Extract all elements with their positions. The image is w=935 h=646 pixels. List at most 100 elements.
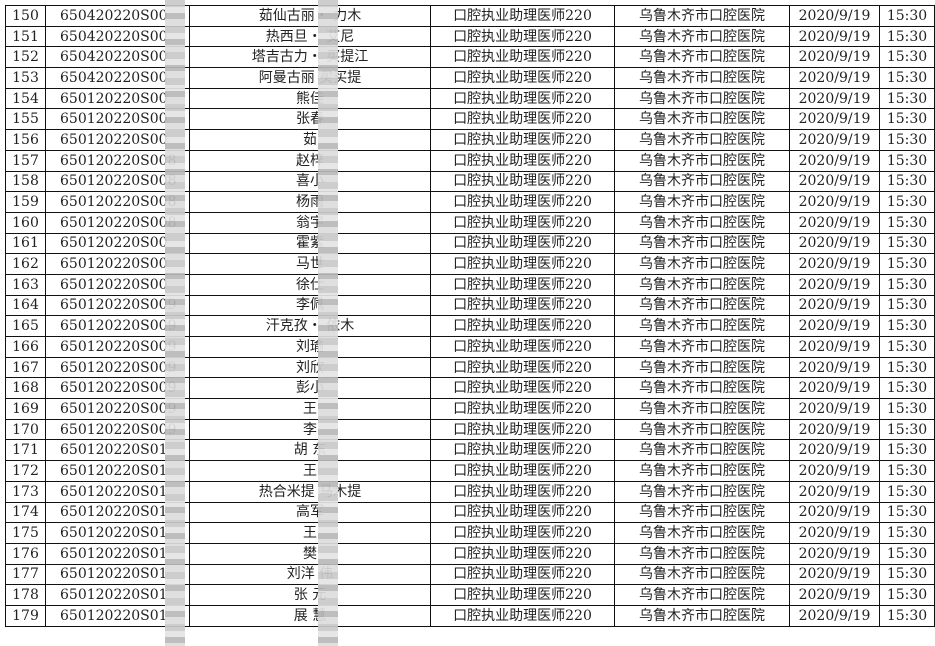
table-row: 174 650120220S01 高军 口腔执业助理医师220 乌鲁木齐市口腔医院 202… <box>5 501 935 524</box>
table-row: 165 650120220S009 汗克孜・ 依木 口腔执业助理医师220 乌鲁木齐市口… <box>5 315 935 337</box>
exam-time: 15:30 <box>879 232 935 255</box>
exam-location: 乌鲁木齐市口腔医院 <box>614 253 790 275</box>
exam-date: 2020/9/19 <box>789 191 880 213</box>
candidate-name: 展 慧 <box>189 604 431 627</box>
row-number: 171 <box>5 439 46 462</box>
row-number: 178 <box>5 584 46 606</box>
exam-type: 口腔执业助理医师220 <box>430 460 615 482</box>
exam-type: 口腔执业助理医师220 <box>430 46 615 69</box>
candidate-id: 650120220S009 <box>45 294 190 317</box>
exam-location: 乌鲁木齐市口腔医院 <box>614 563 790 586</box>
row-number: 177 <box>5 563 46 586</box>
exam-time: 15:30 <box>879 398 935 420</box>
candidate-id: 650420220S00 <box>45 5 190 27</box>
candidate-id: 650120220S00 <box>45 87 190 110</box>
row-number: 169 <box>5 398 46 420</box>
candidate-id: 650120220S00 <box>45 273 190 296</box>
row-number: 158 <box>5 170 46 193</box>
exam-date: 2020/9/19 <box>789 87 880 110</box>
candidate-id: 650120220S009 <box>45 356 190 379</box>
exam-date: 2020/9/19 <box>789 253 880 275</box>
candidate-id: 650120220S009 <box>45 377 190 400</box>
candidate-name: 王 <box>189 398 431 420</box>
row-number: 159 <box>5 191 46 213</box>
exam-type: 口腔执业助理医师220 <box>430 253 615 275</box>
exam-location: 乌鲁木齐市口腔医院 <box>614 480 790 503</box>
candidate-name: 赵梓 <box>189 149 431 172</box>
exam-time: 15:30 <box>879 542 935 565</box>
exam-type: 口腔执业助理医师220 <box>430 563 615 586</box>
candidate-name: 彭小 <box>189 377 431 400</box>
exam-type: 口腔执业助理医师220 <box>430 294 615 317</box>
exam-date: 2020/9/19 <box>789 398 880 420</box>
exam-location: 乌鲁木齐市口腔医院 <box>614 398 790 420</box>
exam-location: 乌鲁木齐市口腔医院 <box>614 25 790 48</box>
row-number: 175 <box>5 522 46 544</box>
exam-type: 口腔执业助理医师220 <box>430 584 615 606</box>
exam-location: 乌鲁木齐市口腔医院 <box>614 439 790 462</box>
table-row: 153 650420220S00 阿曼古丽 买买提 口腔执业助理医师220 乌鲁木齐市口… <box>5 67 935 89</box>
exam-time: 15:30 <box>879 439 935 462</box>
exam-location: 乌鲁木齐市口腔医院 <box>614 377 790 400</box>
exam-time: 15:30 <box>879 604 935 627</box>
exam-location: 乌鲁木齐市口腔医院 <box>614 336 790 358</box>
candidate-id: 650120220S008 <box>45 191 190 213</box>
row-number: 165 <box>5 315 46 337</box>
exam-time: 15:30 <box>879 87 935 110</box>
table-row: 178 650120220S01 张 元口腔执业助理医师220 乌鲁木齐市口腔医院 20… <box>5 584 935 606</box>
exam-date: 2020/9/19 <box>789 522 880 544</box>
exam-location: 乌鲁木齐市口腔医院 <box>614 294 790 317</box>
table-row: 171 650120220S01 胡 东口腔执业助理医师220 乌鲁木齐市口腔医院 20… <box>5 439 935 462</box>
row-number: 154 <box>5 87 46 110</box>
exam-type: 口腔执业助理医师220 <box>430 542 615 565</box>
table-row: 168 650120220S009 彭小 口腔执业助理医师220 乌鲁木齐市口腔医院 20… <box>5 377 935 400</box>
candidate-id: 650120220S009 <box>45 315 190 337</box>
exam-type: 口腔执业助理医师220 <box>430 398 615 420</box>
row-number: 160 <box>5 211 46 234</box>
candidate-name: 塔吉古力・ 买提江 <box>189 46 431 69</box>
exam-type: 口腔执业助理医师220 <box>430 377 615 400</box>
exam-type: 口腔执业助理医师220 <box>430 87 615 110</box>
exam-location: 乌鲁木齐市口腔医院 <box>614 584 790 606</box>
exam-time: 15:30 <box>879 170 935 193</box>
table-row: 179 650120220S01 展 慧口腔执业助理医师220 乌鲁木齐市口腔医院 20… <box>5 604 935 627</box>
exam-location: 乌鲁木齐市口腔医院 <box>614 108 790 131</box>
exam-date: 2020/9/19 <box>789 439 880 462</box>
exam-time: 15:30 <box>879 522 935 544</box>
candidate-id: 650120220S01 <box>45 604 190 627</box>
exam-location: 乌鲁木齐市口腔医院 <box>614 129 790 151</box>
table-row: 158 650120220S008 喜小 口腔执业助理医师220 乌鲁木齐市口腔医院 20… <box>5 170 935 193</box>
exam-location: 乌鲁木齐市口腔医院 <box>614 46 790 69</box>
exam-location: 乌鲁木齐市口腔医院 <box>614 5 790 27</box>
exam-date: 2020/9/19 <box>789 108 880 131</box>
candidate-name: 胡 东 <box>189 439 431 462</box>
candidate-name: 刘瑜 <box>189 336 431 358</box>
candidate-name: 茹仙古丽・ 力木 <box>189 5 431 27</box>
exam-type: 口腔执业助理医师220 <box>430 108 615 131</box>
exam-time: 15:30 <box>879 5 935 27</box>
exam-location: 乌鲁木齐市口腔医院 <box>614 170 790 193</box>
exam-time: 15:30 <box>879 211 935 234</box>
exam-date: 2020/9/19 <box>789 211 880 234</box>
table-row: 157 650120220S008 赵梓 口腔执业助理医师220 乌鲁木齐市口腔医院 20… <box>5 149 935 172</box>
exam-time: 15:30 <box>879 67 935 89</box>
table-row: 154 650120220S00 熊佳 口腔执业助理医师220 乌鲁木齐市口腔医院 202… <box>5 87 935 110</box>
exam-location: 乌鲁木齐市口腔医院 <box>614 542 790 565</box>
exam-date: 2020/9/19 <box>789 460 880 482</box>
candidate-name: 热西旦・ 艾尼 <box>189 25 431 48</box>
exam-time: 15:30 <box>879 315 935 337</box>
table-row: 161 650120220S00 霍紫 口腔执业助理医师220 乌鲁木齐市口腔医院 202… <box>5 232 935 255</box>
table-row: 151 650420220S00 热西旦・ 艾尼 口腔执业助理医师220 乌鲁木齐市口腔… <box>5 25 935 48</box>
exam-type: 口腔执业助理医师220 <box>430 191 615 213</box>
exam-location: 乌鲁木齐市口腔医院 <box>614 273 790 296</box>
row-number: 151 <box>5 25 46 48</box>
candidate-name: 王 <box>189 522 431 544</box>
exam-date: 2020/9/19 <box>789 563 880 586</box>
candidate-name: 翁宇 <box>189 211 431 234</box>
exam-time: 15:30 <box>879 253 935 275</box>
row-number: 173 <box>5 480 46 503</box>
table-row: 175 650120220S01 王口腔执业助理医师220 乌鲁木齐市口腔医院 2020… <box>5 522 935 544</box>
exam-location: 乌鲁木齐市口腔医院 <box>614 356 790 379</box>
candidate-name: 刘洋 伟 <box>189 563 431 586</box>
exam-location: 乌鲁木齐市口腔医院 <box>614 315 790 337</box>
